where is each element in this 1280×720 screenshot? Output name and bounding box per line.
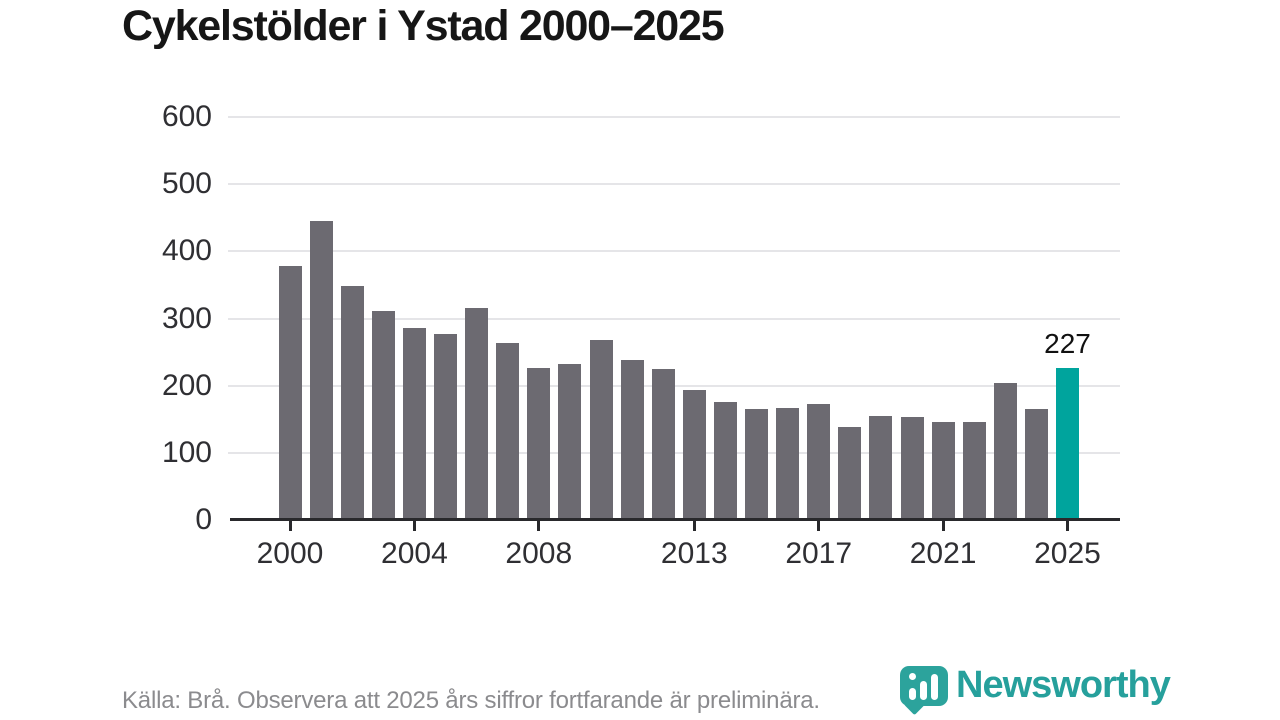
x-tick-2004 — [412, 521, 416, 531]
gridline-300 — [228, 317, 1120, 320]
bar-chart-plot-area: 0 100 200 300 400 500 600 227 2000 2004 2008 2013 20… — [162, 100, 1120, 570]
bar-2023 — [993, 382, 1017, 520]
bar-2011 — [620, 360, 644, 520]
x-tick-2013 — [692, 521, 696, 531]
x-axis-line — [230, 518, 1120, 521]
x-axis-label-2017: 2017 — [785, 537, 853, 570]
y-axis-label-500: 500 — [161, 167, 212, 201]
bar-2016 — [776, 407, 800, 520]
bar-2013 — [682, 390, 706, 520]
bar-2003 — [371, 311, 395, 520]
x-axis-label-2013: 2013 — [660, 537, 728, 570]
y-axis-label-0: 0 — [195, 503, 212, 536]
x-axis-label-2025: 2025 — [1034, 537, 1101, 570]
x-tick-2000 — [288, 521, 292, 531]
y-axis-label-200: 200 — [161, 368, 212, 402]
highlight-value-label: 227 — [1044, 327, 1091, 359]
bar-2000 — [278, 266, 302, 520]
source-note: Källa: Brå. Observera att 2025 års siffr… — [122, 687, 820, 714]
bar-2005 — [434, 333, 457, 520]
newsworthy-logo-icon — [900, 666, 948, 706]
bar-2001 — [309, 221, 333, 520]
x-axis-label-2000: 2000 — [256, 537, 324, 570]
bar-2018 — [838, 427, 862, 520]
bar-2008 — [527, 367, 551, 520]
x-axis-label-2004: 2004 — [381, 537, 448, 570]
chart-title: Cykelstölder i Ystad 2000–2025 — [122, 2, 725, 50]
bar-2004 — [402, 327, 426, 520]
y-axis-label-100: 100 — [161, 435, 212, 469]
x-tick-2025 — [1066, 521, 1069, 531]
x-tick-2021 — [941, 521, 945, 531]
gridline-600 — [228, 116, 1120, 118]
bar-2012 — [651, 368, 675, 520]
bar-2006 — [465, 307, 489, 520]
bar-2015 — [745, 408, 768, 520]
newsworthy-wordmark: Newsworthy — [956, 664, 1171, 706]
bar-2022 — [962, 421, 986, 520]
bar-2020 — [900, 416, 924, 520]
logo-bar-medium — [920, 681, 927, 700]
bar-2021 — [931, 421, 955, 520]
bar-2007 — [496, 342, 520, 520]
y-axis-label-400: 400 — [161, 234, 212, 268]
bar-2019 — [869, 415, 893, 520]
bar-2009 — [558, 363, 582, 520]
gridline-400 — [228, 250, 1120, 253]
gridline-500 — [228, 183, 1120, 186]
bar-2002 — [340, 285, 364, 520]
x-tick-2008 — [537, 521, 541, 531]
x-axis-label-2008: 2008 — [505, 537, 573, 570]
bar-2025 — [1056, 367, 1079, 520]
bar-2014 — [713, 402, 737, 520]
x-tick-2017 — [817, 521, 821, 531]
bar-2024 — [1024, 409, 1048, 520]
logo-dot — [909, 673, 916, 680]
logo-bar-tall — [931, 674, 938, 700]
bar-2010 — [589, 339, 613, 520]
x-axis-label-2021: 2021 — [909, 537, 977, 570]
y-axis-label-600: 600 — [161, 100, 212, 133]
logo-bar-small — [909, 688, 916, 700]
y-axis-label-300: 300 — [161, 301, 212, 335]
bar-2017 — [807, 403, 831, 520]
